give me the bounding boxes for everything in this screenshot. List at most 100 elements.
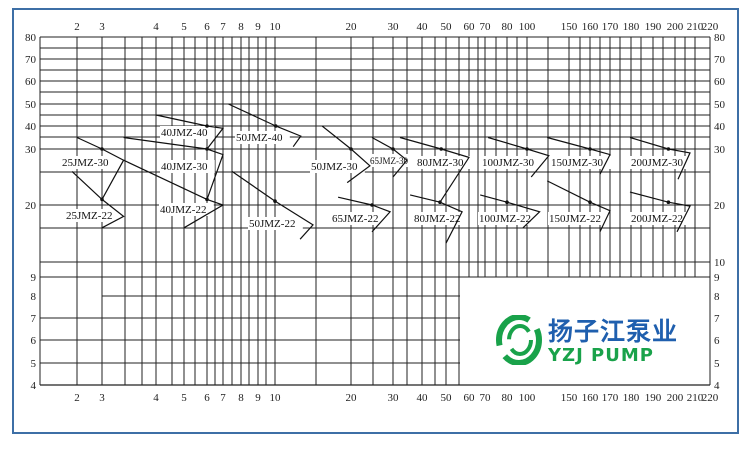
rated-point-150jmz-30 bbox=[588, 147, 592, 151]
x-tick-label: 4 bbox=[153, 392, 159, 404]
y-tick-label-left: 80 bbox=[25, 32, 37, 44]
curve-40jmz-40 bbox=[155, 114, 225, 150]
x-tick-label: 3 bbox=[99, 21, 105, 33]
curve-label-bg bbox=[235, 131, 290, 144]
x-tick-label: 50 bbox=[441, 392, 453, 404]
y-tick-label-right: 50 bbox=[714, 99, 726, 111]
y-tick-label-right: 30 bbox=[714, 144, 726, 156]
x-tick-label: 40 bbox=[417, 21, 429, 33]
curve-label-200jmz-30: 200JMZ-30 bbox=[631, 157, 683, 169]
curve-50jmz-30 bbox=[321, 125, 371, 184]
logo-chinese-text: 扬子江泵业 bbox=[548, 317, 679, 346]
x-tick-label: 220 bbox=[702, 392, 719, 404]
curve-label-bg bbox=[630, 156, 692, 169]
y-tick-label-left: 30 bbox=[25, 144, 37, 156]
curve-label-bg bbox=[160, 160, 215, 173]
curve-25jmz-22 bbox=[71, 170, 125, 229]
curve-label-50jmz-22: 50JMZ-22 bbox=[249, 218, 295, 230]
y-tick-label-right: 80 bbox=[714, 32, 726, 44]
curve-label-bg bbox=[416, 156, 471, 169]
curve-label-bg bbox=[160, 126, 215, 139]
x-tick-label: 100 bbox=[519, 392, 536, 404]
x-tick-label: 220 bbox=[702, 21, 719, 33]
curve-label-bg bbox=[248, 217, 303, 230]
x-tick-label: 3 bbox=[99, 392, 105, 404]
x-tick-label: 180 bbox=[623, 21, 640, 33]
curve-label-40jmz-40: 40JMZ-40 bbox=[161, 127, 208, 139]
curve-label-bg bbox=[310, 160, 365, 173]
y-tick-label-right: 40 bbox=[714, 121, 726, 133]
curve-100jmz-30 bbox=[487, 136, 550, 178]
logo-english-text: YZJ PUMP bbox=[548, 345, 654, 366]
curve-200jmz-22 bbox=[629, 191, 691, 233]
curve-label-bg bbox=[481, 156, 543, 169]
x-tick-label: 20 bbox=[346, 21, 358, 33]
x-tick-label: 50 bbox=[441, 21, 453, 33]
curve-150jmz-30 bbox=[547, 136, 611, 175]
curve-label-80jmz-30: 80JMZ-30 bbox=[417, 157, 464, 169]
x-tick-label: 5 bbox=[181, 392, 187, 404]
rated-point-25jmz-22 bbox=[100, 197, 104, 202]
curve-label-bg bbox=[369, 154, 413, 167]
curve-80jmz-22 bbox=[409, 194, 463, 244]
x-tick-label: 40 bbox=[417, 392, 429, 404]
y-tick-label-left: 60 bbox=[25, 76, 37, 88]
rated-point-50jmz-22 bbox=[273, 199, 277, 203]
curve-label-65jmz-22: 65JMZ-22 bbox=[332, 213, 378, 225]
x-tick-label: 30 bbox=[388, 392, 400, 404]
curve-label-40jmz-22: 40JMZ-22 bbox=[160, 204, 206, 216]
curve-label-bg bbox=[550, 156, 612, 169]
x-tick-label: 150 bbox=[561, 21, 578, 33]
x-tick-label: 10 bbox=[270, 21, 282, 33]
x-tick-label: 8 bbox=[238, 21, 244, 33]
y-tick-label-right: 6 bbox=[714, 335, 720, 347]
curve-label-bg bbox=[630, 212, 692, 225]
curve-label-40jmz-30: 40JMZ-30 bbox=[161, 161, 208, 173]
curve-label-65jmz-30: 65JMZ-30 bbox=[370, 156, 408, 166]
curve-100jmz-22 bbox=[480, 194, 541, 229]
x-tick-label: 60 bbox=[464, 21, 476, 33]
x-tick-label: 200 bbox=[667, 392, 684, 404]
curve-label-150jmz-22: 150JMZ-22 bbox=[549, 213, 601, 225]
y-tick-label-right: 20 bbox=[714, 200, 726, 212]
curve-label-80jmz-22: 80JMZ-22 bbox=[414, 213, 460, 225]
curve-label-100jmz-22: 100JMZ-22 bbox=[479, 213, 531, 225]
x-tick-label: 210 bbox=[687, 21, 704, 33]
y-tick-label-left: 70 bbox=[25, 54, 37, 66]
y-tick-label-right: 8 bbox=[714, 291, 720, 303]
curve-25jmz-30 bbox=[76, 136, 125, 200]
y-tick-label-right: 60 bbox=[714, 76, 726, 88]
curve-label-25jmz-30: 25JMZ-30 bbox=[62, 157, 109, 169]
x-tick-label: 70 bbox=[480, 392, 492, 404]
x-tick-label: 80 bbox=[502, 392, 514, 404]
y-tick-label-right: 10 bbox=[714, 257, 726, 269]
x-tick-label: 20 bbox=[346, 392, 358, 404]
y-tick-label-left: 4 bbox=[31, 380, 37, 392]
x-tick-label: 10 bbox=[270, 392, 282, 404]
curve-50jmz-40 bbox=[228, 103, 302, 148]
curve-label-bg bbox=[548, 212, 610, 225]
rated-point-40jmz-30 bbox=[205, 147, 209, 151]
y-tick-label-left: 8 bbox=[31, 291, 37, 303]
logo-swirl-icon bbox=[496, 315, 542, 365]
curve-150jmz-22 bbox=[546, 180, 611, 233]
y-tick-label-right: 5 bbox=[714, 358, 720, 370]
x-tick-label: 80 bbox=[502, 21, 514, 33]
curve-65jmz-22 bbox=[337, 196, 392, 233]
curve-label-25jmz-22: 25JMZ-22 bbox=[66, 210, 112, 222]
x-tick-label: 7 bbox=[220, 21, 226, 33]
y-tick-label-left: 6 bbox=[31, 335, 37, 347]
x-tick-label: 100 bbox=[519, 21, 536, 33]
x-tick-label: 160 bbox=[582, 392, 599, 404]
x-tick-label: 9 bbox=[255, 392, 261, 404]
rated-point-40jmz-40 bbox=[205, 124, 209, 128]
curve-label-bg bbox=[413, 212, 468, 225]
curve-label-50jmz-30: 50JMZ-30 bbox=[311, 161, 358, 173]
rated-point-40jmz-22 bbox=[205, 197, 209, 202]
x-tick-label: 5 bbox=[181, 21, 187, 33]
curve-label-200jmz-22: 200JMZ-22 bbox=[631, 213, 683, 225]
x-tick-label: 6 bbox=[204, 21, 210, 33]
x-tick-label: 60 bbox=[464, 392, 476, 404]
y-tick-label-right: 70 bbox=[714, 54, 726, 66]
